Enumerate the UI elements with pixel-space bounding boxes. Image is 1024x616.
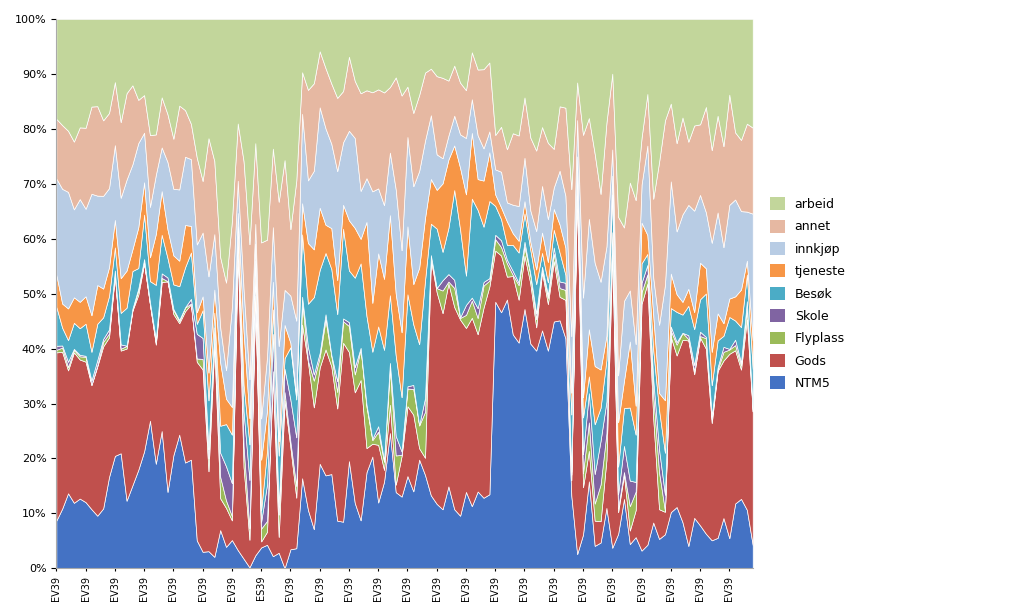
- Legend: arbeid, annet, innkjøp, tjeneste, Besøk, Skole, Flyplass, Gods, NTM5: arbeid, annet, innkjøp, tjeneste, Besøk,…: [766, 193, 849, 394]
